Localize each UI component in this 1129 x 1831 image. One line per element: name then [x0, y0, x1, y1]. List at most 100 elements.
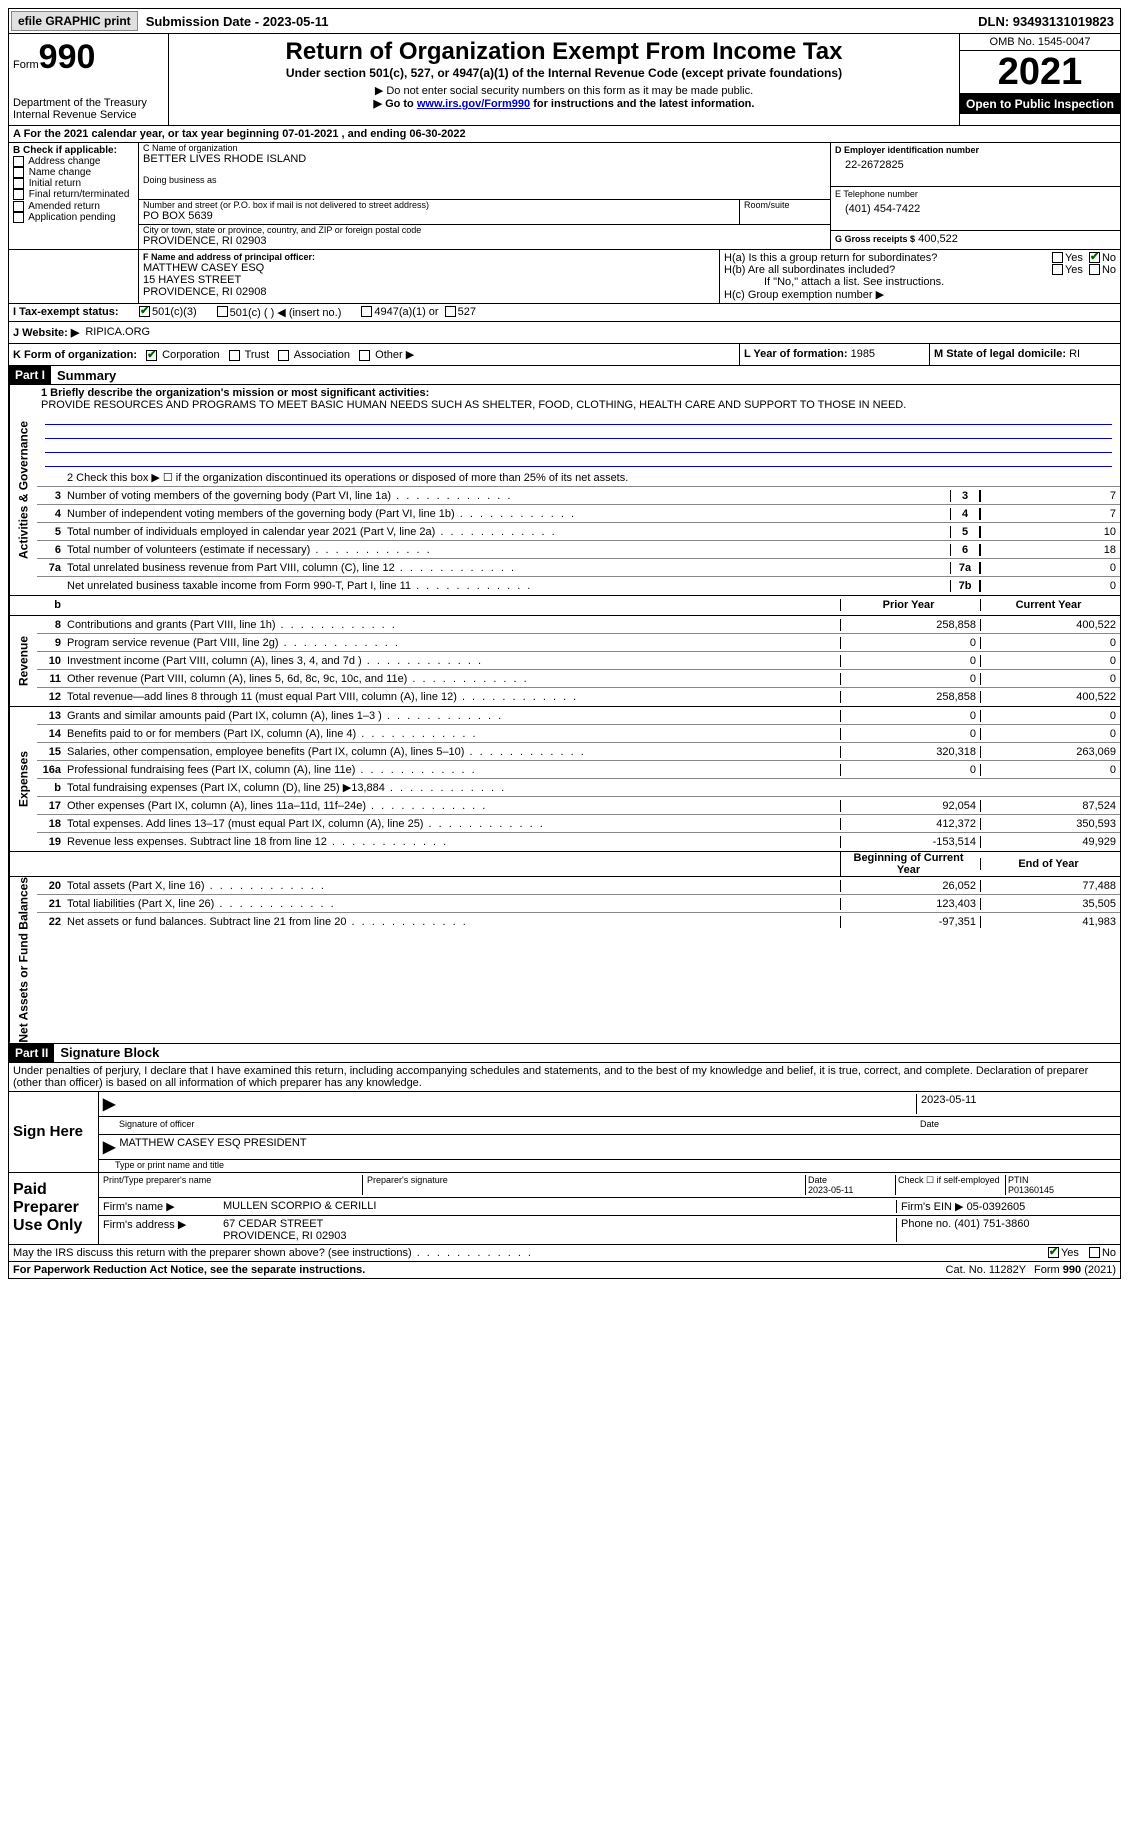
- line-12-desc: Total revenue—add lines 8 through 11 (mu…: [65, 690, 840, 704]
- tax-exempt-label: I Tax-exempt status:: [13, 306, 139, 319]
- page-footer: For Paperwork Reduction Act Notice, see …: [8, 1262, 1121, 1279]
- line-8-current: 400,522: [980, 619, 1120, 631]
- form-990-label: Form990: [13, 38, 164, 77]
- domicile-label: M State of legal domicile:: [934, 348, 1066, 360]
- firm-name: MULLEN SCORPIO & CERILLI: [223, 1200, 896, 1213]
- city-label: City or town, state or province, country…: [139, 225, 830, 235]
- 4947-checkbox[interactable]: [361, 306, 372, 317]
- line-10-current: 0: [980, 655, 1120, 667]
- section-h: H(a) Is this a group return for subordin…: [720, 250, 1120, 303]
- line-11-desc: Other revenue (Part VIII, column (A), li…: [65, 672, 840, 686]
- h-b-yes-checkbox[interactable]: [1052, 264, 1063, 275]
- gross-receipts-label: G Gross receipts $: [835, 234, 915, 244]
- section-b: B Check if applicable: Address change Na…: [9, 143, 139, 249]
- line-19-prior: -153,514: [840, 836, 980, 848]
- self-employed-check[interactable]: Check ☐ if self-employed: [896, 1175, 1006, 1195]
- line-9-desc: Program service revenue (Part VIII, line…: [65, 636, 840, 650]
- h-b-no-checkbox[interactable]: [1089, 264, 1100, 275]
- dba-label: Doing business as: [139, 167, 830, 185]
- open-inspection: Open to Public Inspection: [960, 94, 1120, 114]
- part-1-tag: Part I: [9, 366, 51, 384]
- dln-value: DLN: 93493131019823: [978, 14, 1120, 29]
- assoc-checkbox[interactable]: [278, 350, 289, 361]
- goto-suffix: for instructions and the latest informat…: [530, 98, 754, 110]
- check-address-change[interactable]: [13, 156, 24, 167]
- name-title-label: Type or print name and title: [99, 1160, 1120, 1172]
- line-2: 2 Check this box ▶ ☐ if the organization…: [65, 470, 1120, 485]
- line-13-prior: 0: [840, 710, 980, 722]
- line-9-current: 0: [980, 637, 1120, 649]
- h-b-label: H(b) Are all subordinates included?: [724, 264, 1052, 276]
- 501c3-label: 501(c)(3): [152, 306, 197, 319]
- check-application-pending[interactable]: [13, 212, 24, 223]
- omb-number: OMB No. 1545-0047: [960, 34, 1120, 51]
- phone-label: E Telephone number: [835, 189, 1116, 199]
- section-f-h: F Name and address of principal officer:…: [8, 250, 1121, 304]
- officer-printed-name: MATTHEW CASEY ESQ PRESIDENT: [119, 1137, 306, 1157]
- line-21-desc: Total liabilities (Part X, line 26): [65, 897, 840, 911]
- line-8-prior: 258,858: [840, 619, 980, 631]
- prep-date-label: Date: [808, 1175, 827, 1185]
- discuss-yes-checkbox[interactable]: [1048, 1247, 1059, 1258]
- officer-city: PROVIDENCE, RI 02908: [143, 286, 715, 298]
- line-18-desc: Total expenses. Add lines 13–17 (must eq…: [65, 817, 840, 831]
- section-c: C Name of organization BETTER LIVES RHOD…: [139, 143, 830, 249]
- form-header: Form990 Department of the Treasury Inter…: [8, 34, 1121, 126]
- ssn-note: ▶ Do not enter social security numbers o…: [173, 84, 955, 97]
- domicile-value: RI: [1069, 348, 1080, 360]
- 527-checkbox[interactable]: [445, 306, 456, 317]
- check-amended-return[interactable]: [13, 201, 24, 212]
- mission-label: 1 Briefly describe the organization's mi…: [41, 387, 429, 399]
- 501c3-checkbox[interactable]: [139, 306, 150, 317]
- paid-preparer-label: Paid Preparer Use Only: [9, 1173, 99, 1244]
- line-4-box: 4: [950, 508, 980, 520]
- other-label: Other ▶: [375, 349, 414, 361]
- line-19-current: 49,929: [980, 836, 1120, 848]
- part-1-title: Summary: [51, 368, 116, 383]
- check-initial-return[interactable]: [13, 178, 24, 189]
- other-checkbox[interactable]: [359, 350, 370, 361]
- check-name-change[interactable]: [13, 167, 24, 178]
- end-year-hdr: End of Year: [980, 858, 1120, 870]
- line-16a-desc: Professional fundraising fees (Part IX, …: [65, 763, 840, 777]
- line-3-desc: Number of voting members of the governin…: [65, 489, 950, 503]
- line-20-current: 77,488: [980, 880, 1120, 892]
- line-14-desc: Benefits paid to or for members (Part IX…: [65, 727, 840, 741]
- line-13-desc: Grants and similar amounts paid (Part IX…: [65, 709, 840, 723]
- trust-checkbox[interactable]: [229, 350, 240, 361]
- firm-name-label: Firm's name ▶: [103, 1200, 223, 1213]
- phone-value: (401) 454-7422: [835, 199, 1116, 215]
- h-a-yes-checkbox[interactable]: [1052, 252, 1063, 263]
- line-7b-val: 0: [980, 580, 1120, 592]
- firm-phone: (401) 751-3860: [954, 1218, 1029, 1230]
- efile-print-button[interactable]: efile GRAPHIC print: [11, 11, 138, 31]
- line-18-prior: 412,372: [840, 818, 980, 830]
- prep-date: 2023-05-11: [808, 1185, 853, 1195]
- firm-ein: 05-0392605: [967, 1201, 1026, 1213]
- form-title: Return of Organization Exempt From Incom…: [173, 38, 955, 66]
- arrow-icon: ▶: [103, 1094, 115, 1114]
- street-value: PO BOX 5639: [139, 210, 739, 224]
- line-5-desc: Total number of individuals employed in …: [65, 525, 950, 539]
- discuss-no-checkbox[interactable]: [1089, 1247, 1100, 1258]
- irs-gov-link[interactable]: www.irs.gov/Form990: [417, 98, 530, 110]
- 501c-label: 501(c) ( ) ◀ (insert no.): [230, 306, 342, 319]
- org-name-label: C Name of organization: [139, 143, 830, 153]
- 501c-checkbox[interactable]: [217, 306, 228, 317]
- line-22-current: 41,983: [980, 916, 1120, 928]
- date-label: Date: [916, 1119, 1116, 1132]
- line-5-val: 10: [980, 526, 1120, 538]
- city-value: PROVIDENCE, RI 02903: [139, 235, 830, 249]
- part-2-tag: Part II: [9, 1044, 54, 1062]
- line-19-desc: Revenue less expenses. Subtract line 18 …: [65, 835, 840, 849]
- 4947-label: 4947(a)(1) or: [374, 306, 438, 319]
- corp-label: Corporation: [162, 349, 219, 361]
- check-final-return-terminated[interactable]: [13, 189, 24, 200]
- corp-checkbox[interactable]: [146, 350, 157, 361]
- line-10-prior: 0: [840, 655, 980, 667]
- line-9-prior: 0: [840, 637, 980, 649]
- line-20-prior: 26,052: [840, 880, 980, 892]
- line-b-desc: Total fundraising expenses (Part IX, col…: [65, 780, 840, 795]
- h-a-no-checkbox[interactable]: [1089, 252, 1100, 263]
- section-klm: K Form of organization: Corporation Trus…: [8, 344, 1121, 366]
